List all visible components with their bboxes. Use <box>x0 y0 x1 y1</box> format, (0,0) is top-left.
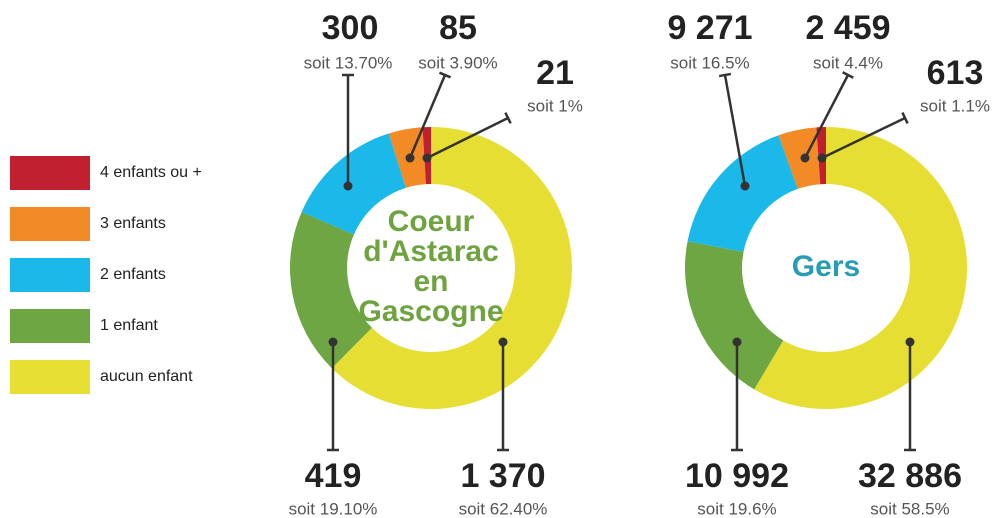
callout-line <box>408 74 447 159</box>
chart-title: en <box>413 265 448 298</box>
callout-tick <box>504 112 512 124</box>
chart-title: Gers <box>792 250 860 283</box>
percent-label: soit 19.6% <box>697 499 776 518</box>
value-label: 613 <box>927 54 984 92</box>
chart-title: Coeur <box>388 205 475 238</box>
callout-dot <box>405 153 415 163</box>
value-label: 419 <box>305 457 362 495</box>
value-label: 21 <box>536 54 574 92</box>
legend-swatch <box>10 207 90 241</box>
callout-dot <box>328 337 338 347</box>
value-label: 2 459 <box>805 9 890 47</box>
callout-line <box>803 74 850 159</box>
value-label: 85 <box>439 9 477 47</box>
callout-dot <box>732 337 742 347</box>
value-label: 1 370 <box>460 457 545 495</box>
callout-tick <box>438 71 452 79</box>
callout-line <box>723 74 747 187</box>
callout-dot <box>343 181 353 191</box>
percent-label: soit 62.40% <box>459 499 548 518</box>
value-label: 300 <box>322 9 379 47</box>
value-label: 9 271 <box>667 9 752 47</box>
legend-swatch <box>10 360 90 394</box>
legend-label: 2 enfants <box>100 266 166 283</box>
chart-title: d'Astarac <box>363 235 499 268</box>
callout-line <box>426 116 509 160</box>
callout-dot <box>498 337 508 347</box>
donut-segment <box>778 127 821 189</box>
callout-dot <box>905 337 915 347</box>
donut-segment <box>331 127 572 409</box>
value-label: 32 886 <box>858 457 962 495</box>
percent-label: soit 1.1% <box>920 96 990 115</box>
callout-tick <box>901 112 909 124</box>
percent-label: soit 58.5% <box>870 499 949 518</box>
chart-title: Gascogne <box>358 295 503 328</box>
legend-swatch <box>10 309 90 343</box>
legend-label: aucun enfant <box>100 368 193 385</box>
legend-swatch <box>10 156 90 190</box>
callout-line <box>821 116 906 160</box>
legend-label: 3 enfants <box>100 215 166 232</box>
donut-segment <box>754 127 968 409</box>
percent-label: soit 16.5% <box>670 53 749 72</box>
legend-label: 1 enfant <box>100 317 158 334</box>
legend-swatch <box>10 258 90 292</box>
donut-segment <box>290 211 372 369</box>
percent-label: soit 13.70% <box>304 53 393 72</box>
percent-label: soit 3.90% <box>418 53 497 72</box>
legend-label: 4 enfants ou + <box>100 164 202 181</box>
value-label: 10 992 <box>685 457 789 495</box>
percent-label: soit 4.4% <box>813 53 883 72</box>
callout-tick <box>842 71 854 79</box>
callout-dot <box>740 181 750 191</box>
callout-tick <box>718 72 732 78</box>
donut-segment <box>687 135 798 253</box>
callout-dot <box>422 153 432 163</box>
callout-dot <box>800 153 810 163</box>
percent-label: soit 19.10% <box>289 499 378 518</box>
callout-dot <box>817 153 827 163</box>
percent-label: soit 1% <box>527 96 583 115</box>
donut-segment <box>301 133 406 235</box>
donut-segment <box>685 241 784 390</box>
